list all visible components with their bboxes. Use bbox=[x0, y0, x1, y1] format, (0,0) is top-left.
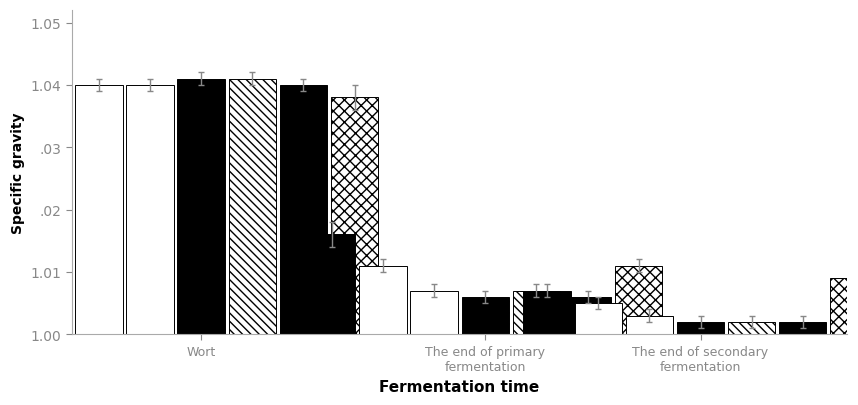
Bar bbox=[575, 303, 622, 335]
Bar bbox=[615, 266, 662, 335]
Bar bbox=[410, 291, 458, 335]
Bar bbox=[625, 316, 673, 335]
Bar bbox=[228, 79, 276, 335]
Bar bbox=[126, 86, 173, 335]
Bar bbox=[523, 291, 571, 335]
Bar bbox=[308, 235, 355, 335]
Bar bbox=[831, 279, 858, 335]
Bar bbox=[462, 297, 509, 335]
Bar bbox=[331, 98, 378, 335]
Bar bbox=[24, 86, 71, 335]
Y-axis label: Specific gravity: Specific gravity bbox=[11, 112, 25, 233]
Bar bbox=[513, 291, 560, 335]
Bar bbox=[178, 79, 225, 335]
Bar bbox=[677, 322, 724, 335]
Bar bbox=[360, 266, 407, 335]
Bar bbox=[779, 322, 826, 335]
Bar bbox=[280, 86, 327, 335]
Bar bbox=[564, 297, 611, 335]
X-axis label: Fermentation time: Fermentation time bbox=[379, 379, 540, 394]
Bar bbox=[728, 322, 776, 335]
Bar bbox=[76, 86, 123, 335]
